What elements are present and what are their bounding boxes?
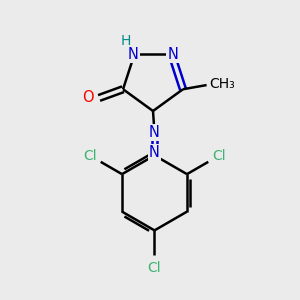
Text: Cl: Cl [83, 148, 97, 163]
Text: N: N [168, 46, 178, 62]
Text: O: O [82, 91, 94, 106]
Text: N: N [149, 145, 160, 160]
Text: N: N [149, 125, 160, 140]
Text: H: H [121, 34, 131, 48]
Text: N: N [128, 46, 138, 62]
Text: Cl: Cl [212, 148, 226, 163]
Text: Cl: Cl [148, 261, 161, 274]
Text: CH₃: CH₃ [209, 77, 235, 92]
